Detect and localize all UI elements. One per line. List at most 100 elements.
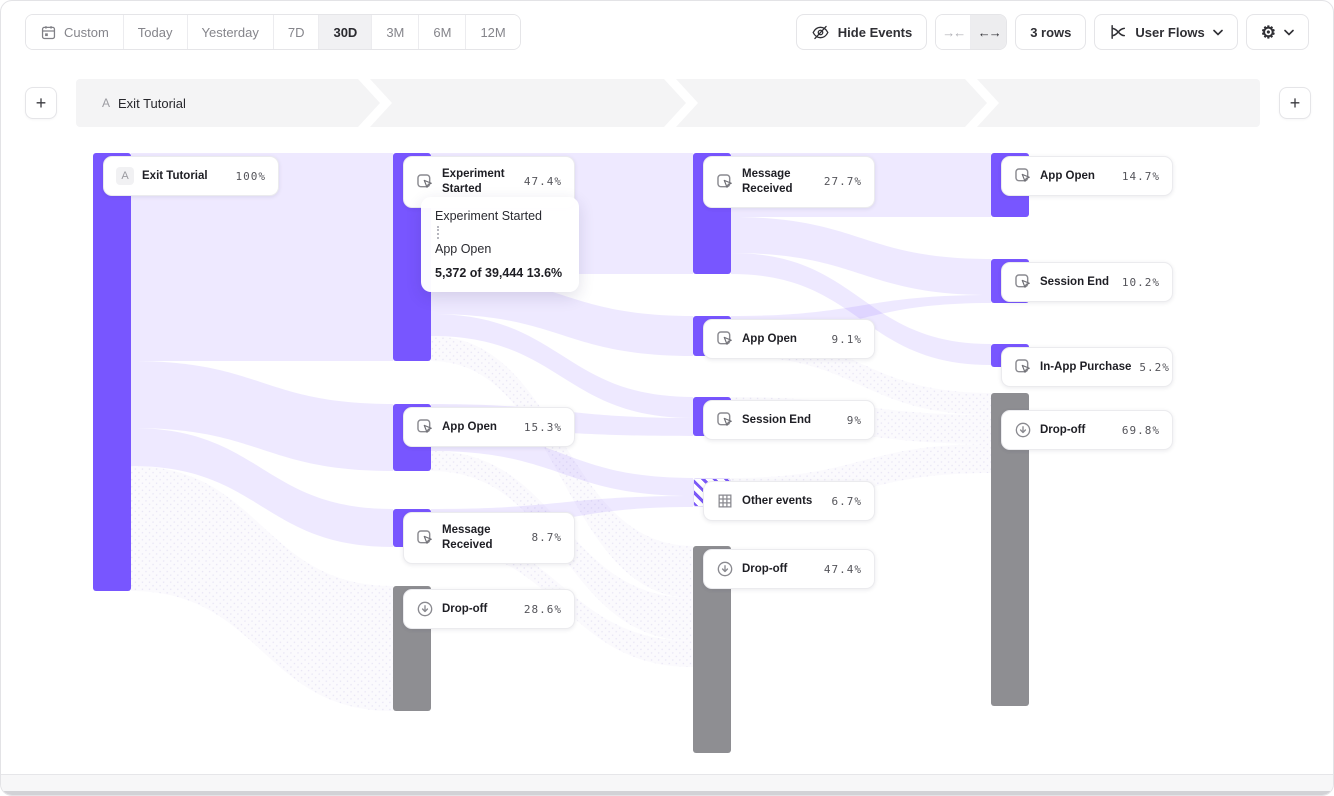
date-range-label: 3M <box>386 24 405 40</box>
event-icon <box>416 418 434 436</box>
node-percent: 8.7% <box>531 531 562 545</box>
step-separator-chevron <box>358 79 392 127</box>
toolbar-right-group: Hide Events →← ←→ 3 rows User Flows <box>795 14 1309 50</box>
node-percent: 69.8% <box>1121 423 1160 437</box>
node-label: Message Received <box>742 168 793 195</box>
node-label: Experiment Started <box>442 168 505 195</box>
node-label: Drop-off <box>1040 423 1086 436</box>
date-range-label: Yesterday <box>201 24 259 40</box>
rows-label: 3 rows <box>1030 24 1072 40</box>
view-type-label: User Flows <box>1135 24 1205 40</box>
collapse-columns-button[interactable]: →← <box>936 15 972 49</box>
tooltip-target-event: App Open <box>435 242 492 256</box>
flow-bar-exit-tutorial[interactable] <box>93 153 131 591</box>
flow-ribbon[interactable] <box>431 314 693 418</box>
add-step-button-right[interactable]: + <box>1279 87 1311 119</box>
date-range-6m[interactable]: 6M <box>418 15 466 49</box>
hide-events-label: Hide Events <box>837 24 913 40</box>
date-range-custom[interactable]: Custom <box>26 15 123 49</box>
flow-ribbon[interactable] <box>431 274 693 356</box>
flow-node-card-other-events[interactable]: Other events 6.7% <box>703 481 875 521</box>
date-range-label: 6M <box>433 24 452 40</box>
flow-ribbon[interactable] <box>731 253 991 365</box>
node-percent: 27.7% <box>823 175 862 189</box>
node-label: Drop-off <box>442 602 488 615</box>
flow-node-card-drop-off[interactable]: Drop-off 69.8% <box>1001 410 1173 450</box>
flow-node-card-exit-tutorial[interactable]: A Exit Tutorial 100% <box>103 156 279 196</box>
node-label: Other events <box>742 494 813 507</box>
event-icon <box>716 330 734 348</box>
calendar-icon <box>40 24 57 41</box>
flow-node-card-session-end[interactable]: Session End 9% <box>703 400 875 440</box>
user-flows-icon <box>1109 23 1127 41</box>
node-percent: 28.6% <box>523 602 562 616</box>
date-range-3m[interactable]: 3M <box>371 15 419 49</box>
chevron-down-icon <box>1284 29 1294 36</box>
flow-node-card-drop-off[interactable]: Drop-off 47.4% <box>703 549 875 589</box>
gear-icon: ⚙ <box>1260 22 1276 42</box>
step-label: A Exit Tutorial <box>102 79 186 127</box>
node-label: Drop-off <box>742 562 788 575</box>
flow-ribbon[interactable] <box>131 466 393 711</box>
date-range-30d[interactable]: 30D <box>318 15 372 49</box>
expand-columns-button[interactable]: ←→ <box>971 15 1007 49</box>
flow-node-card-app-open[interactable]: App Open 15.3% <box>403 407 575 447</box>
flow-node-card-app-open[interactable]: App Open 14.7% <box>1001 156 1173 196</box>
date-range-yesterday[interactable]: Yesterday <box>186 15 273 49</box>
flow-node-card-message-received[interactable]: Message Received 27.7% <box>703 156 875 208</box>
node-percent: 47.4% <box>823 562 862 576</box>
flow-node-card-message-received[interactable]: Message Received 8.7% <box>403 512 575 564</box>
flow-ribbon[interactable] <box>431 336 693 598</box>
drop-off-icon <box>716 560 734 578</box>
flow-node-card-session-end[interactable]: Session End 10.2% <box>1001 262 1173 302</box>
date-range-label: 12M <box>480 24 506 40</box>
rows-button[interactable]: 3 rows <box>1015 14 1087 50</box>
node-percent: 9.1% <box>831 332 862 346</box>
node-percent: 100% <box>235 169 266 183</box>
date-range-7d[interactable]: 7D <box>272 15 319 49</box>
flow-ribbon[interactable] <box>731 217 991 295</box>
event-icon <box>1014 358 1032 376</box>
node-label: App Open <box>742 332 797 345</box>
grid-icon <box>716 492 734 510</box>
expand-columns-icon: ←→ <box>977 24 1002 40</box>
top-toolbar: Custom Today Yesterday 7D 30D 3M 6M 12M Hide Ev… <box>1 1 1333 63</box>
event-icon <box>1014 167 1032 185</box>
flow-node-card-app-open[interactable]: App Open 9.1% <box>703 319 875 359</box>
flow-tooltip: Experiment Started App Open 5,372 of 39,… <box>421 197 579 292</box>
steps-header-row: + A Exit Tutorial + <box>1 79 1333 127</box>
node-label: In-App Purchase <box>1040 360 1132 373</box>
drop-off-icon <box>1014 421 1032 439</box>
node-percent: 6.7% <box>831 494 862 508</box>
chevron-down-icon <box>1212 29 1223 36</box>
node-label: App Open <box>1040 169 1095 182</box>
horizontal-scrollbar[interactable] <box>1 791 1333 795</box>
date-range-label: Today <box>137 24 173 40</box>
settings-dropdown[interactable]: ⚙ <box>1245 14 1309 50</box>
bottom-strip <box>1 774 1333 795</box>
step-separator-chevron <box>965 79 999 127</box>
date-range-label: 7D <box>287 24 305 40</box>
node-percent: 47.4% <box>523 175 562 189</box>
view-type-dropdown[interactable]: User Flows <box>1094 14 1238 50</box>
flow-node-card-in-app-purchase[interactable]: In-App Purchase 5.2% <box>1001 347 1173 387</box>
flow-ribbon[interactable] <box>131 153 393 361</box>
flow-ribbon[interactable] <box>131 428 393 547</box>
date-range-today[interactable]: Today <box>122 15 187 49</box>
flow-node-card-drop-off[interactable]: Drop-off 28.6% <box>403 589 575 629</box>
event-icon <box>1014 273 1032 291</box>
node-percent: 15.3% <box>523 420 562 434</box>
steps-band[interactable]: A Exit Tutorial <box>76 79 1260 127</box>
date-range-12m[interactable]: 12M <box>465 15 520 49</box>
node-label: App Open <box>442 420 497 433</box>
node-percent: 9% <box>846 413 862 427</box>
node-percent: 10.2% <box>1121 275 1160 289</box>
flow-ribbon[interactable] <box>131 361 393 471</box>
event-icon <box>716 411 734 429</box>
add-step-button-left[interactable]: + <box>25 87 57 119</box>
hide-events-button[interactable]: Hide Events <box>795 14 928 50</box>
tooltip-source-event: Experiment Started <box>435 209 542 223</box>
tooltip-flow-stat: 5,372 of 39,444 13.6% <box>435 266 563 280</box>
date-range-control: Custom Today Yesterday 7D 30D 3M 6M 12M <box>25 14 521 50</box>
